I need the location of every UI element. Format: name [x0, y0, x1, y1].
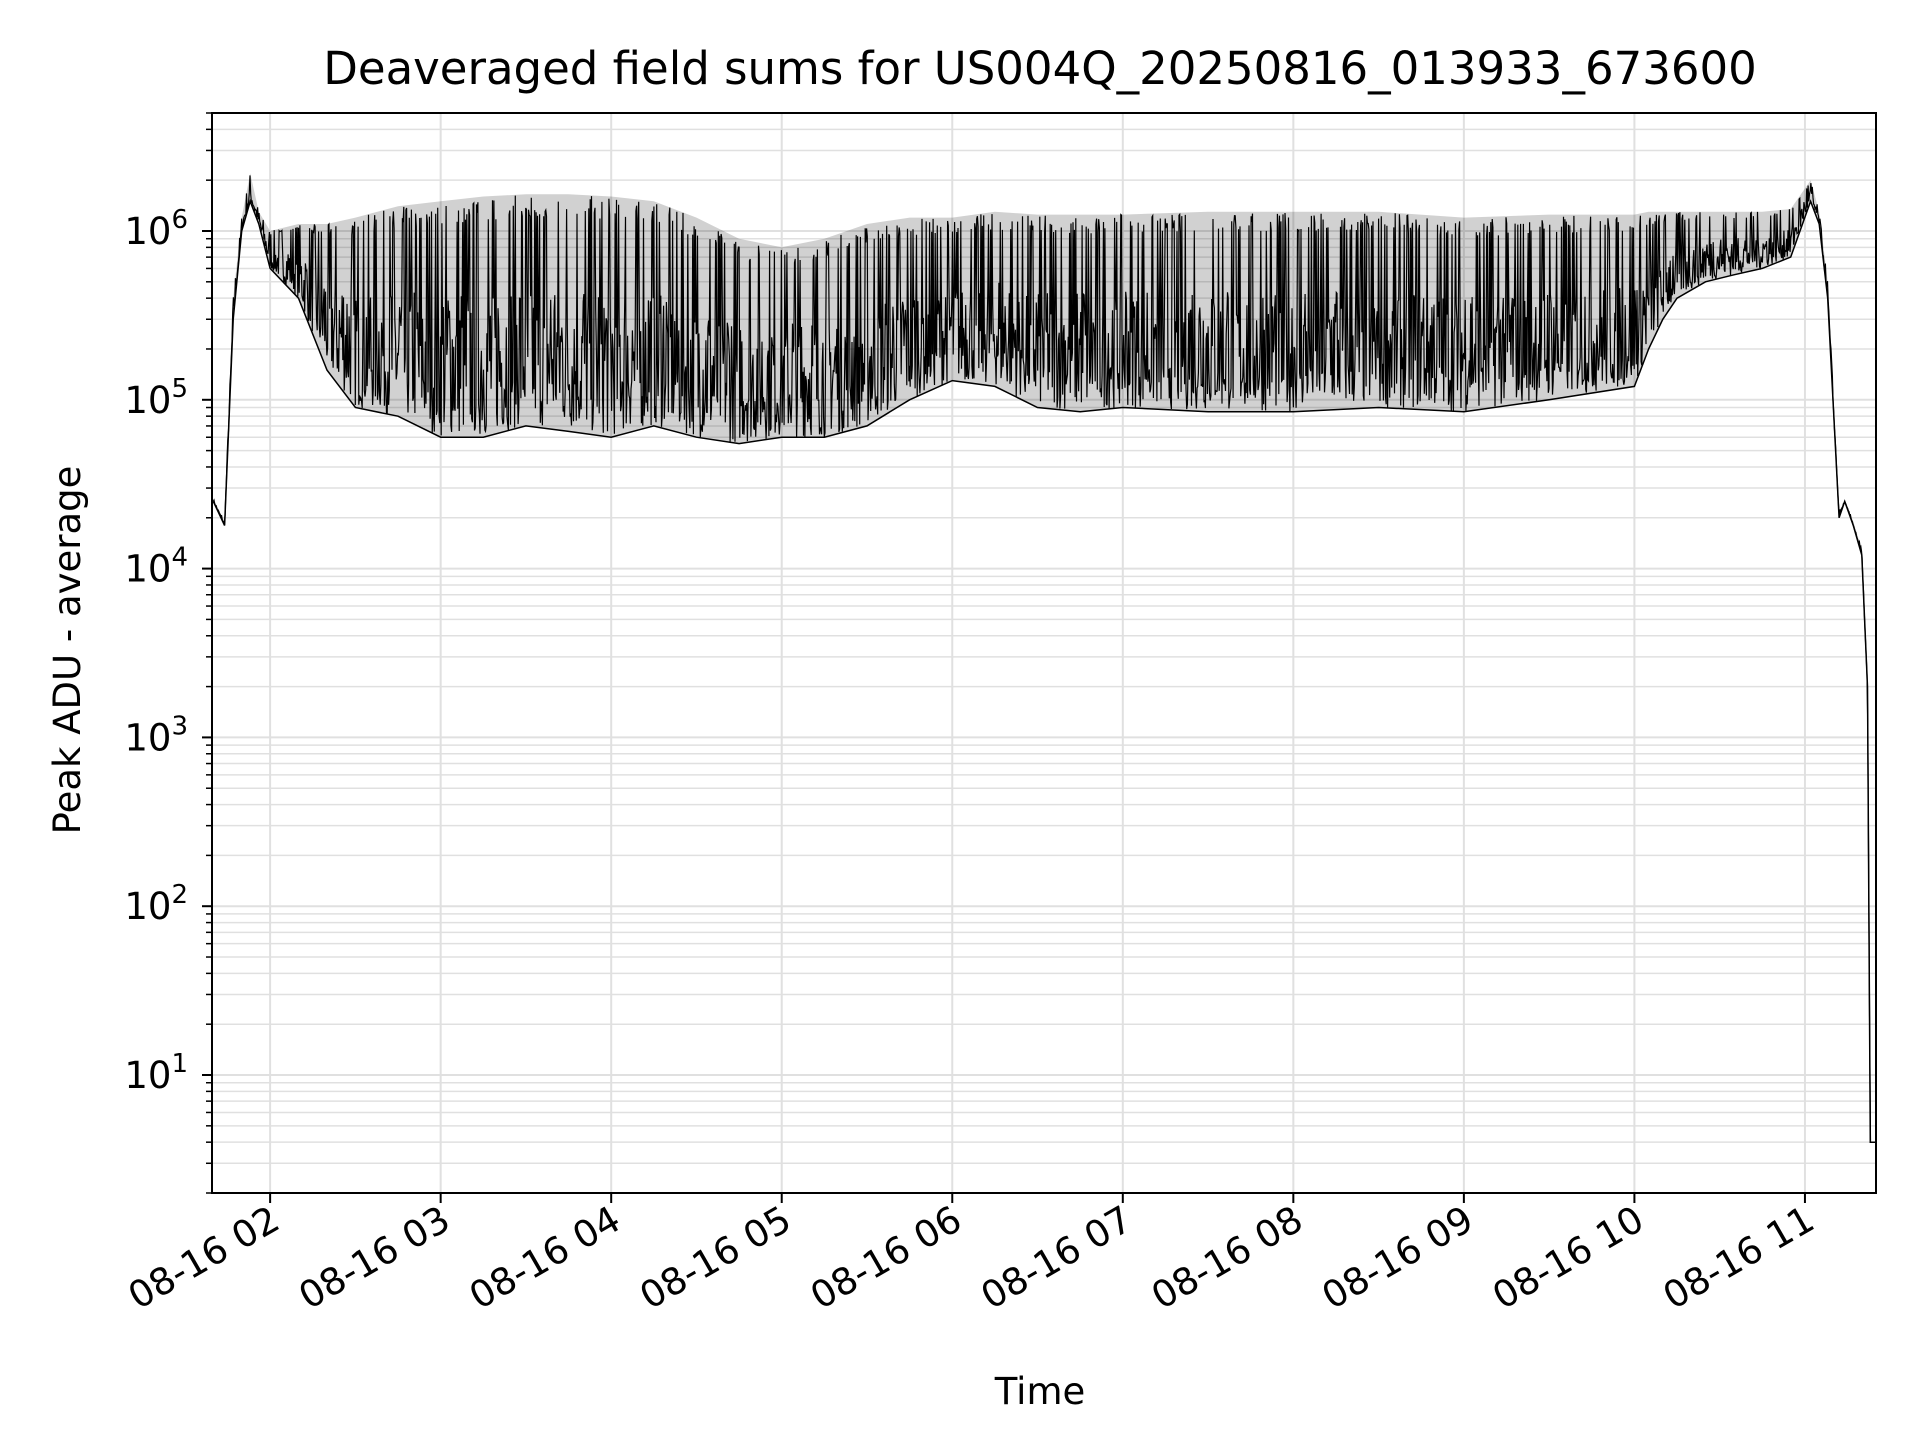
series-trace [212, 175, 1876, 1143]
y-tick-label: 106 [124, 205, 188, 253]
y-tick-label: 102 [124, 880, 188, 928]
y-tick-label: 103 [124, 711, 188, 759]
series-line [212, 198, 1876, 1143]
x-axis-label: Time [994, 1370, 1086, 1413]
y-axis-label: Peak ADU - average [46, 466, 89, 835]
y-tick-label: 101 [124, 1049, 188, 1097]
y-tick-label: 104 [124, 543, 188, 591]
data-layer [212, 173, 1876, 1143]
y-tick-label: 105 [124, 374, 188, 422]
series-envelope [213, 173, 1876, 1143]
plot-frame [211, 112, 1877, 1194]
grid-layer [212, 112, 1876, 1194]
chart-title: Deaveraged field sums for US004Q_2025081… [323, 42, 1756, 95]
